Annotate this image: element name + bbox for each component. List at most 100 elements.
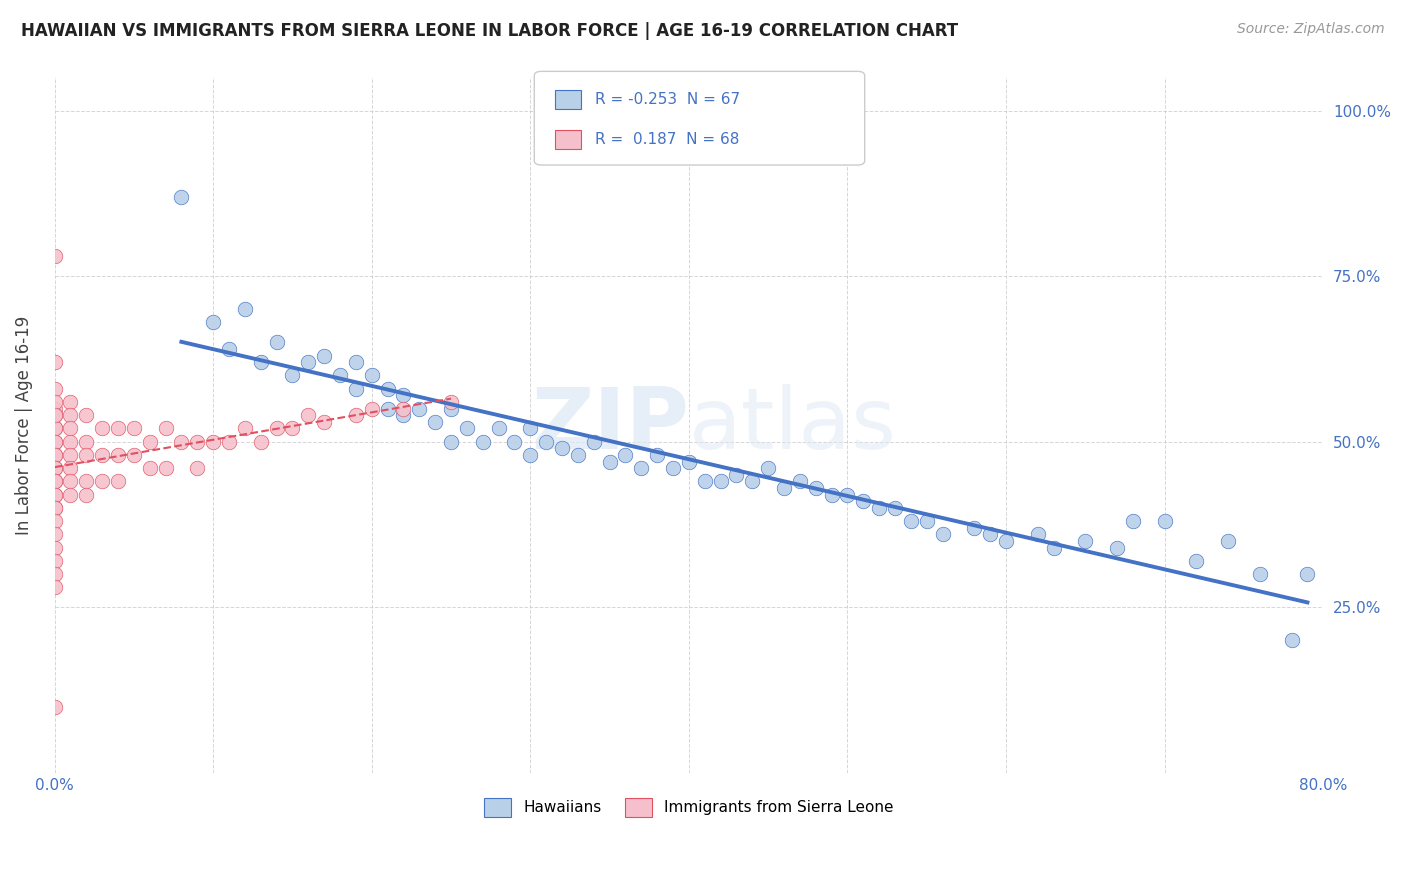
Point [1042, 541, 1064, 555]
Point [1185, 554, 1208, 568]
Point [551, 442, 574, 456]
Point [91, 421, 114, 435]
Point [314, 415, 336, 429]
Point [44, 355, 66, 369]
Point [44, 699, 66, 714]
Point [360, 401, 382, 416]
Point [837, 488, 859, 502]
Point [1026, 527, 1049, 541]
Legend: Hawaiians, Immigrants from Sierra Leone: Hawaiians, Immigrants from Sierra Leone [477, 790, 901, 824]
Point [59, 434, 82, 449]
Point [155, 461, 177, 475]
Point [44, 475, 66, 489]
Point [377, 401, 399, 416]
Point [567, 448, 589, 462]
Point [1296, 567, 1319, 582]
Point [44, 461, 66, 475]
Point [314, 349, 336, 363]
Point [44, 421, 66, 435]
Point [900, 514, 922, 528]
Point [710, 475, 733, 489]
Point [75, 408, 97, 422]
Point [170, 189, 193, 203]
Point [344, 408, 367, 422]
Point [44, 408, 66, 422]
Point [44, 421, 66, 435]
Point [44, 500, 66, 515]
Point [582, 434, 605, 449]
Point [59, 421, 82, 435]
Point [233, 302, 256, 317]
Point [138, 434, 160, 449]
Point [107, 421, 129, 435]
Text: R =  0.187  N = 68: R = 0.187 N = 68 [595, 132, 740, 147]
Point [122, 421, 145, 435]
Point [75, 475, 97, 489]
Point [868, 500, 890, 515]
Point [645, 448, 668, 462]
Text: ZIP: ZIP [531, 384, 689, 467]
Point [392, 388, 415, 402]
Point [488, 421, 510, 435]
Point [979, 527, 1001, 541]
Point [138, 461, 160, 475]
Point [44, 475, 66, 489]
Text: HAWAIIAN VS IMMIGRANTS FROM SIERRA LEONE IN LABOR FORCE | AGE 16-19 CORRELATION : HAWAIIAN VS IMMIGRANTS FROM SIERRA LEONE… [21, 22, 959, 40]
Point [281, 421, 304, 435]
Point [44, 488, 66, 502]
Point [44, 527, 66, 541]
Point [59, 448, 82, 462]
Point [852, 494, 875, 508]
Point [995, 533, 1018, 548]
Point [931, 527, 953, 541]
Point [107, 448, 129, 462]
Point [456, 421, 478, 435]
Point [915, 514, 938, 528]
Point [202, 434, 225, 449]
Point [59, 488, 82, 502]
Point [59, 475, 82, 489]
Text: R = -0.253  N = 67: R = -0.253 N = 67 [595, 92, 740, 107]
Point [614, 448, 637, 462]
Point [1249, 567, 1271, 582]
Point [44, 434, 66, 449]
Point [91, 448, 114, 462]
Point [44, 395, 66, 409]
Point [281, 368, 304, 383]
Point [360, 368, 382, 383]
Point [534, 434, 557, 449]
Point [440, 401, 463, 416]
Point [1107, 541, 1129, 555]
Point [820, 488, 842, 502]
Point [91, 475, 114, 489]
Point [471, 434, 494, 449]
Point [249, 355, 271, 369]
Point [75, 448, 97, 462]
Y-axis label: In Labor Force | Age 16-19: In Labor Force | Age 16-19 [15, 316, 32, 534]
Point [519, 421, 541, 435]
Point [344, 382, 367, 396]
Point [741, 475, 763, 489]
Point [773, 481, 796, 495]
Text: Source: ZipAtlas.com: Source: ZipAtlas.com [1237, 22, 1385, 37]
Point [756, 461, 779, 475]
Point [503, 434, 526, 449]
Point [789, 475, 811, 489]
Point [218, 342, 240, 356]
Point [107, 475, 129, 489]
Point [344, 355, 367, 369]
Point [249, 434, 271, 449]
Point [155, 421, 177, 435]
Point [1153, 514, 1175, 528]
Point [440, 395, 463, 409]
Point [630, 461, 652, 475]
Point [44, 461, 66, 475]
Point [44, 500, 66, 515]
Point [44, 541, 66, 555]
Point [266, 335, 288, 350]
Point [1122, 514, 1144, 528]
Point [59, 408, 82, 422]
Point [44, 249, 66, 263]
Point [59, 395, 82, 409]
Point [423, 415, 446, 429]
